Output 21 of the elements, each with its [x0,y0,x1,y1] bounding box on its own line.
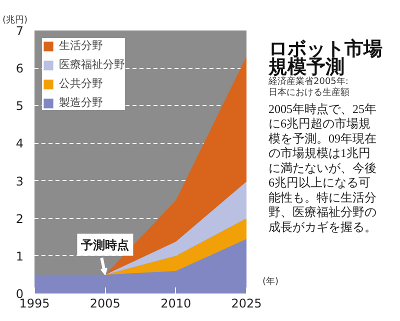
x-tick-label: 1995 [19,296,50,310]
text: 2005年時点で、25年に6兆円超の市場規模を予測。09年現在の市場規模は1兆円に満たないが、今後6兆円以上になる可能性も。特に生活分野、医療福祉分野の成長がカギを握る。 [268,102,376,234]
y-tick-label: 4 [16,136,24,151]
legend-label: 生活分野 [59,38,103,53]
text: ロボット市場規模予測 [268,38,382,78]
legend-label: 医療福祉分野 [59,57,125,72]
legend-label: 製造分野 [59,95,103,110]
y-tick-label: 2 [16,212,24,226]
y-tick-label: 5 [16,99,24,114]
y-tick-label: 7 [16,24,24,38]
x-axis-title: (年) [262,276,279,287]
y-tick-label: 6 [16,62,24,76]
x-tick-label: 2010 [160,296,192,310]
x-tick-label: 2005 [90,296,120,310]
annotation: 予測時点 [80,238,130,252]
y-tick-label: 3 [16,174,24,188]
text: 経済産業省2005年:日本における生産額 [268,76,350,98]
x-tick-label: 2025 [231,296,262,310]
y-tick-label: 1 [16,249,24,264]
y-axis-title: (兆円) [2,14,28,26]
legend-label: 公共分野 [59,76,103,91]
